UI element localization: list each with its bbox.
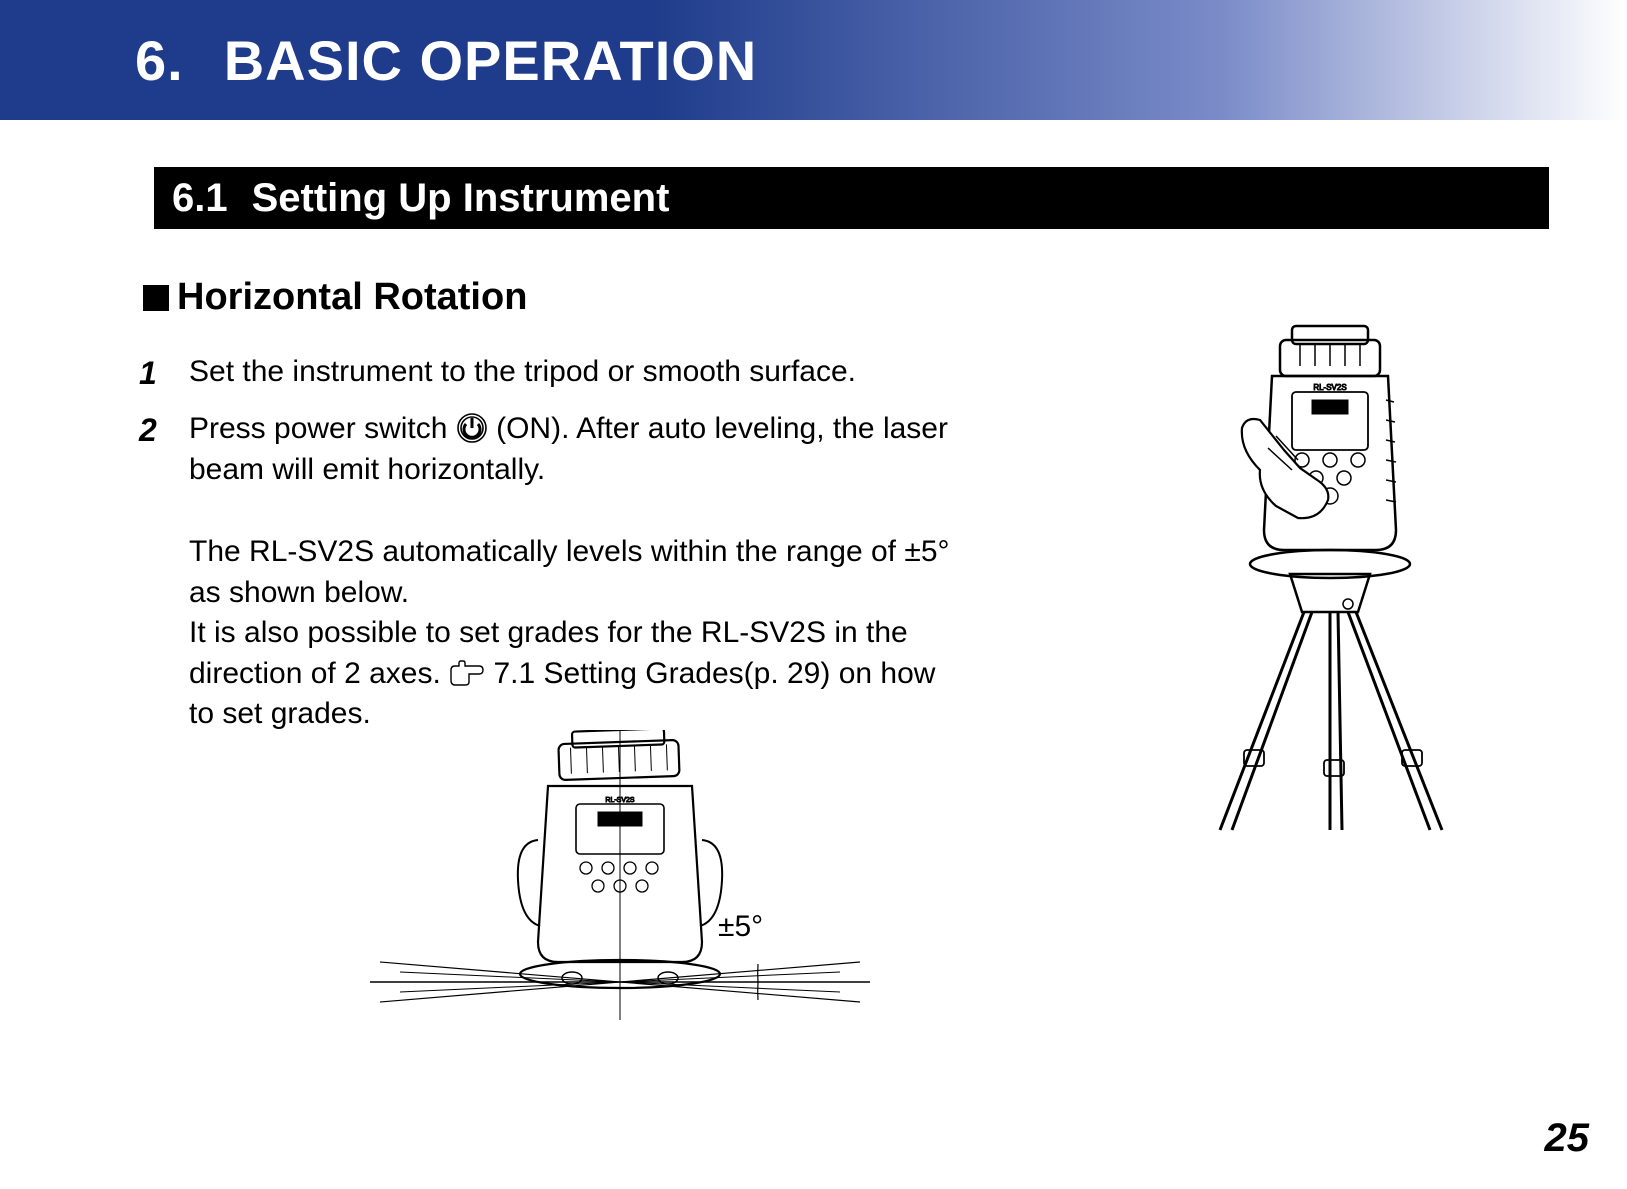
subheading: Horizontal Rotation	[143, 276, 527, 319]
section-header: 6.1 Setting Up Instrument	[154, 167, 1549, 229]
page-number: 25	[1545, 1116, 1590, 1161]
svg-text:RL-SV2S: RL-SV2S	[1313, 383, 1346, 392]
figure-instrument-on-tripod: RL-SV2S	[1180, 320, 1480, 840]
chapter-title: BASIC OPERATION	[224, 28, 758, 93]
step-body: Press power switch (ON). After auto leve…	[189, 409, 959, 735]
step-text: Press power switch	[189, 412, 456, 445]
square-bullet-icon	[143, 285, 169, 311]
section-title: Setting Up Instrument	[252, 176, 670, 221]
step-number: 2	[139, 409, 167, 735]
angle-label: ±5°	[718, 910, 763, 944]
step-item: 2 Press power switch (ON). After auto le…	[139, 409, 959, 735]
section-number: 6.1	[172, 176, 228, 221]
step-list: 1 Set the instrument to the tripod or sm…	[139, 352, 959, 749]
step-text: The RL-SV2S automatically levels within …	[189, 532, 959, 613]
step-body: Set the instrument to the tripod or smoo…	[189, 352, 959, 395]
svg-text:RL-SV2S: RL-SV2S	[605, 797, 635, 804]
chapter-header: 6. BASIC OPERATION	[0, 0, 1627, 120]
power-icon	[456, 412, 488, 444]
chapter-number: 6.	[135, 28, 184, 93]
pointing-hand-icon	[449, 660, 485, 686]
subheading-title: Horizontal Rotation	[177, 276, 527, 319]
step-item: 1 Set the instrument to the tripod or sm…	[139, 352, 959, 395]
step-text: It is also possible to set grades for th…	[189, 613, 959, 735]
figure-leveling-range: RL-SV2S	[340, 730, 900, 1020]
step-number: 1	[139, 352, 167, 395]
